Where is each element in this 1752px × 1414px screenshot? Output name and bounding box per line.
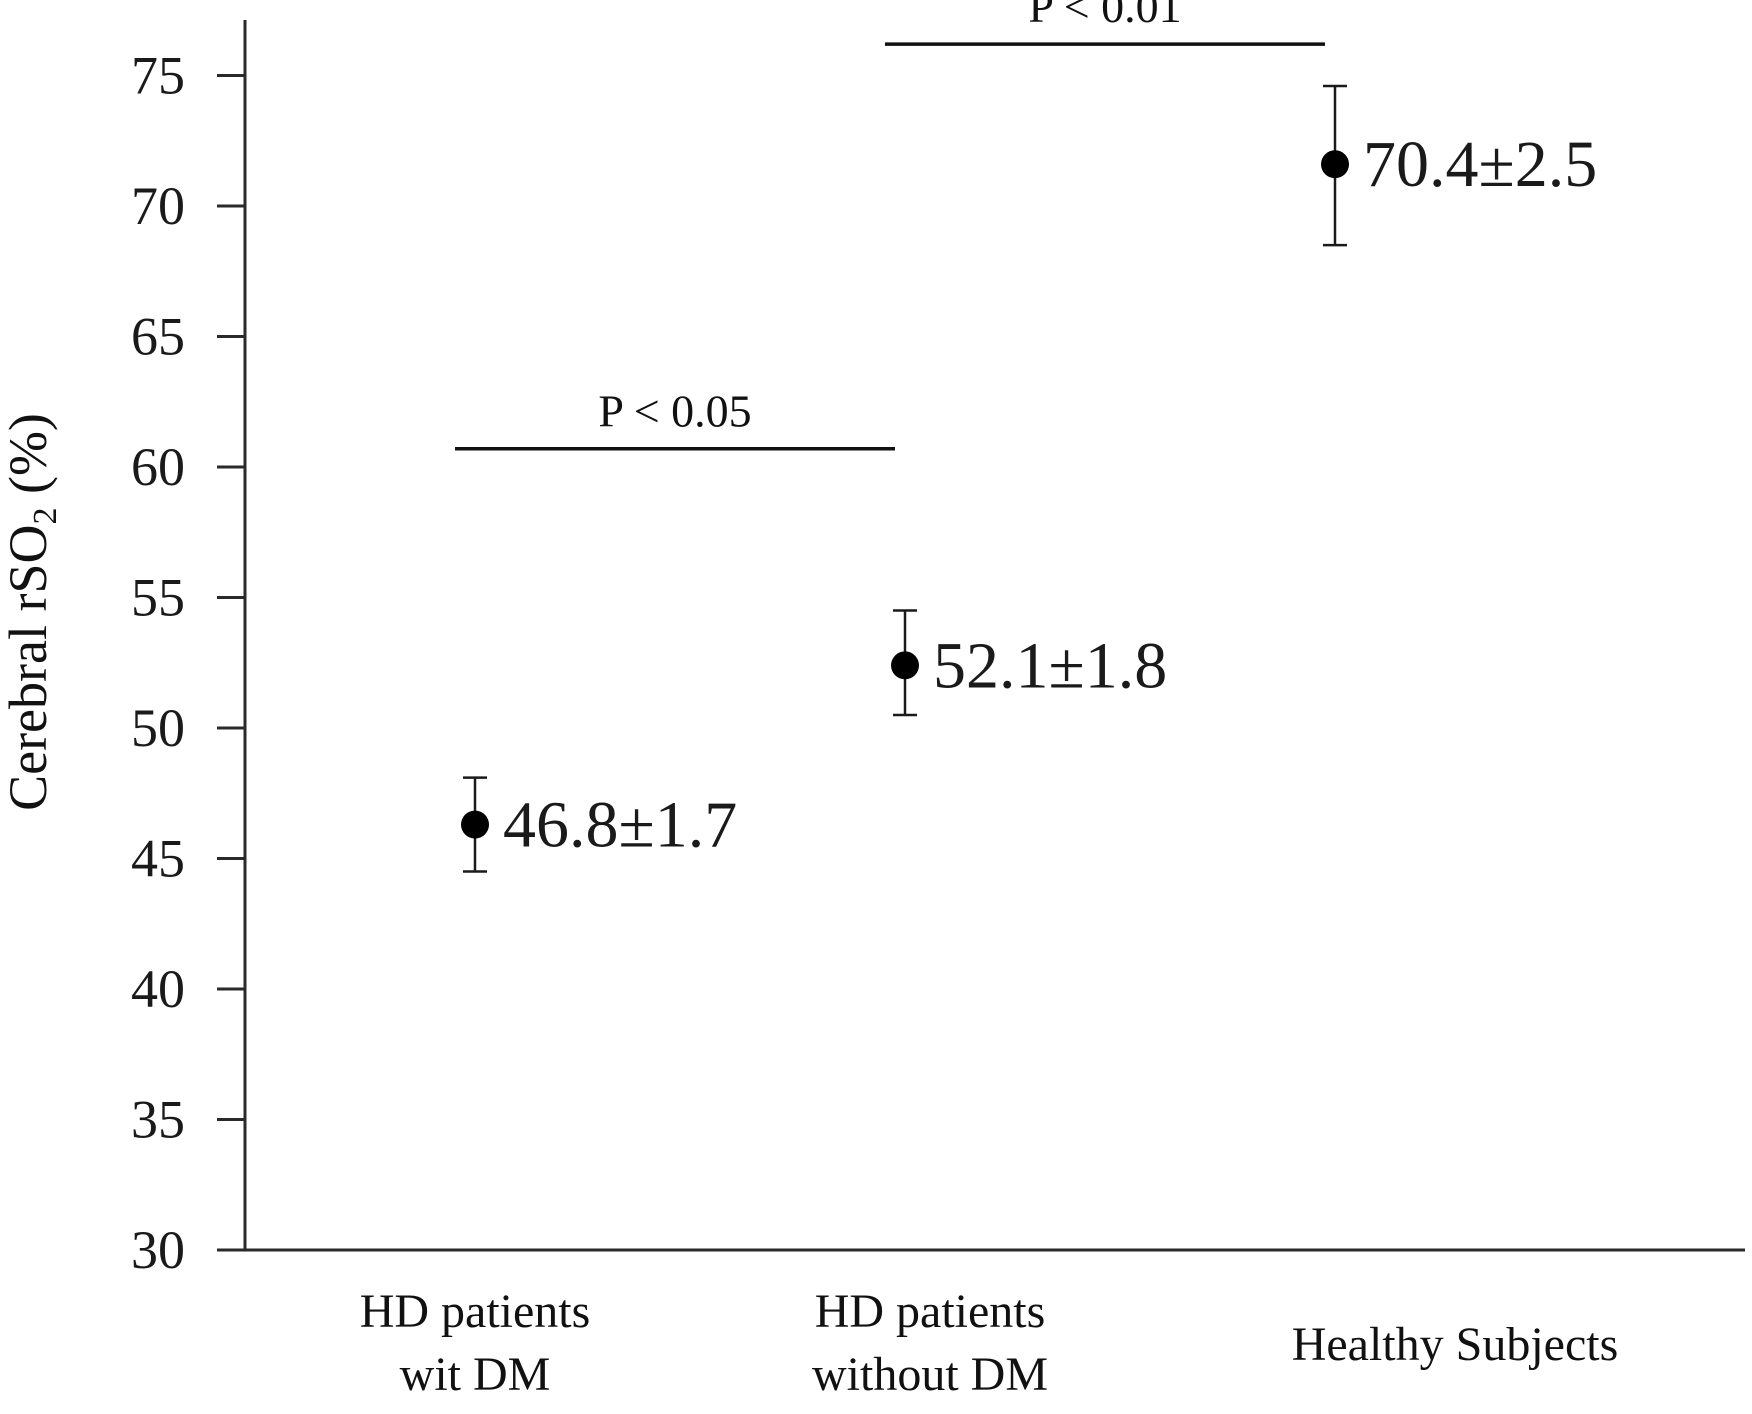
p-value-label: P < 0.05: [598, 386, 751, 437]
significance-bars: P < 0.05 P < 0.01: [455, 0, 1325, 451]
y-tick-label: 45: [131, 829, 185, 889]
y-ticks: 30 35 40 45 50 55 60 65 70 75: [131, 46, 245, 1280]
y-tick-label: 35: [131, 1090, 185, 1150]
category-label: HD patients: [815, 1285, 1046, 1338]
data-point: [891, 651, 919, 680]
y-tick-label: 75: [131, 46, 185, 106]
y-axis-label-group: Cerebral rSO2 (%): [0, 413, 64, 811]
category-label: HD patients: [360, 1285, 591, 1338]
category-labels: HD patients wit DM HD patients without DM He…: [360, 1285, 1619, 1401]
category-label: without DM: [812, 1348, 1048, 1401]
data-point: [1321, 150, 1349, 179]
y-tick-label: 60: [131, 437, 185, 497]
p-value-label: P < 0.01: [1028, 0, 1181, 32]
y-tick-label: 30: [131, 1220, 185, 1280]
data-label: 52.1±1.8: [933, 629, 1167, 702]
y-tick-label: 70: [131, 176, 185, 236]
data-point: [461, 810, 489, 839]
data-points: 46.8±1.7 52.1±1.8 70.4±2.5: [461, 84, 1597, 873]
y-tick-label: 40: [131, 959, 185, 1019]
category-label: wit DM: [400, 1348, 551, 1401]
axes: [243, 20, 1745, 1252]
y-axis-label: Cerebral rSO2 (%): [0, 413, 64, 811]
y-tick-label: 65: [131, 307, 185, 367]
category-label: Healthy Subjects: [1292, 1318, 1619, 1371]
y-tick-label: 50: [131, 698, 185, 758]
data-label: 46.8±1.7: [503, 789, 737, 862]
y-tick-label: 55: [131, 568, 185, 628]
data-label: 70.4±2.5: [1363, 128, 1597, 201]
